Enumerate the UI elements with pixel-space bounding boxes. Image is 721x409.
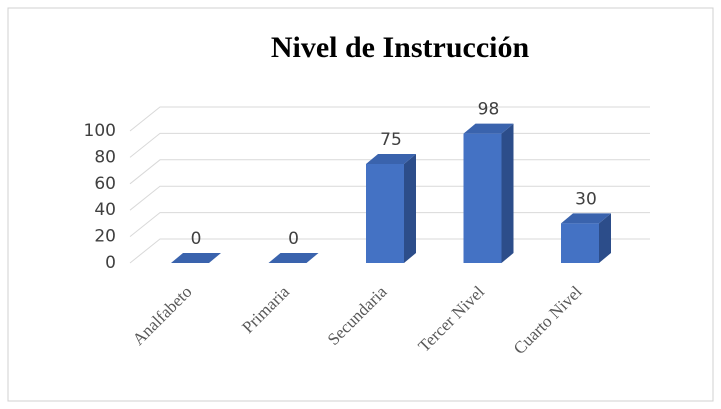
bar-front [463,133,502,263]
bar-side [501,123,514,263]
bar [268,253,319,263]
y-tick-label: 60 [94,174,116,194]
bar-top [463,123,514,134]
value-label: 30 [575,189,597,209]
y-tick-label: 40 [94,200,116,220]
bar-top [366,154,416,164]
bar [561,213,611,263]
chart-title: Nivel de Instrucción [271,31,530,64]
bar [171,253,221,263]
bar-front [366,164,404,263]
value-label: 75 [380,130,402,150]
value-label: 98 [478,100,500,120]
bar-top [171,253,221,263]
bar-front [561,223,599,263]
y-tick-label: 0 [105,253,116,273]
bar-top [561,213,611,224]
value-label: 0 [288,229,299,249]
bar [463,123,514,263]
y-tick-label: 80 [94,147,116,167]
bar-top [268,253,319,263]
y-tick-label: 20 [94,227,116,247]
value-label: 0 [191,229,202,249]
bar-side [404,154,416,263]
bar-side [599,213,611,263]
grid-line [129,106,650,132]
bar [366,154,416,263]
chart-frame [7,7,714,402]
y-tick-label: 100 [84,121,116,141]
